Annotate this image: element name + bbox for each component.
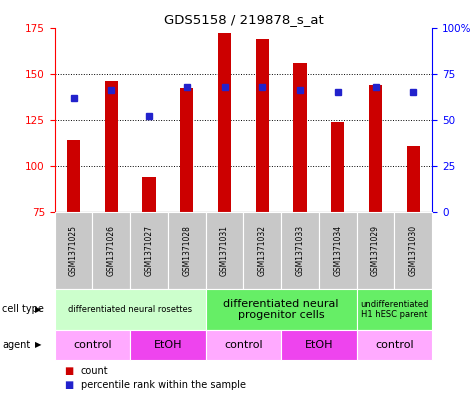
Text: GSM1371030: GSM1371030: [409, 225, 418, 276]
Text: control: control: [73, 340, 112, 350]
Text: EtOH: EtOH: [305, 340, 333, 350]
Bar: [55, 330, 130, 360]
Text: GSM1371027: GSM1371027: [144, 225, 153, 276]
Text: ■: ■: [64, 380, 73, 389]
Text: count: count: [81, 366, 108, 376]
Bar: [142, 177, 156, 212]
Bar: [55, 289, 206, 330]
Bar: [357, 212, 394, 289]
Bar: [206, 289, 357, 330]
Text: GSM1371025: GSM1371025: [69, 225, 78, 276]
Bar: [294, 62, 307, 212]
Text: differentiated neural rosettes: differentiated neural rosettes: [68, 305, 192, 314]
Bar: [357, 289, 432, 330]
Text: ▶: ▶: [35, 305, 41, 314]
Text: GSM1371033: GSM1371033: [295, 225, 304, 276]
Bar: [168, 212, 206, 289]
Bar: [180, 88, 193, 212]
Text: differentiated neural
progenitor cells: differentiated neural progenitor cells: [223, 299, 339, 320]
Title: GDS5158 / 219878_s_at: GDS5158 / 219878_s_at: [163, 13, 323, 26]
Bar: [243, 212, 281, 289]
Bar: [256, 39, 269, 212]
Text: cell type: cell type: [2, 305, 44, 314]
Text: ■: ■: [64, 366, 73, 376]
Bar: [281, 330, 357, 360]
Bar: [319, 212, 357, 289]
Bar: [369, 85, 382, 212]
Bar: [206, 212, 243, 289]
Bar: [331, 122, 344, 212]
Bar: [395, 212, 432, 289]
Text: agent: agent: [2, 340, 30, 350]
Bar: [218, 33, 231, 212]
Bar: [206, 330, 281, 360]
Bar: [55, 212, 92, 289]
Text: GSM1371031: GSM1371031: [220, 225, 229, 276]
Text: control: control: [224, 340, 263, 350]
Bar: [104, 81, 118, 212]
Text: ▶: ▶: [35, 340, 41, 349]
Bar: [130, 212, 168, 289]
Text: undifferentiated
H1 hESC parent: undifferentiated H1 hESC parent: [361, 300, 428, 319]
Text: GSM1371032: GSM1371032: [258, 225, 267, 276]
Bar: [92, 212, 130, 289]
Text: control: control: [375, 340, 414, 350]
Bar: [357, 330, 432, 360]
Text: GSM1371034: GSM1371034: [333, 225, 342, 276]
Text: GSM1371026: GSM1371026: [107, 225, 116, 276]
Bar: [130, 330, 206, 360]
Bar: [407, 146, 420, 212]
Text: GSM1371028: GSM1371028: [182, 225, 191, 276]
Bar: [281, 212, 319, 289]
Text: EtOH: EtOH: [153, 340, 182, 350]
Text: GSM1371029: GSM1371029: [371, 225, 380, 276]
Text: percentile rank within the sample: percentile rank within the sample: [81, 380, 246, 389]
Bar: [67, 140, 80, 212]
